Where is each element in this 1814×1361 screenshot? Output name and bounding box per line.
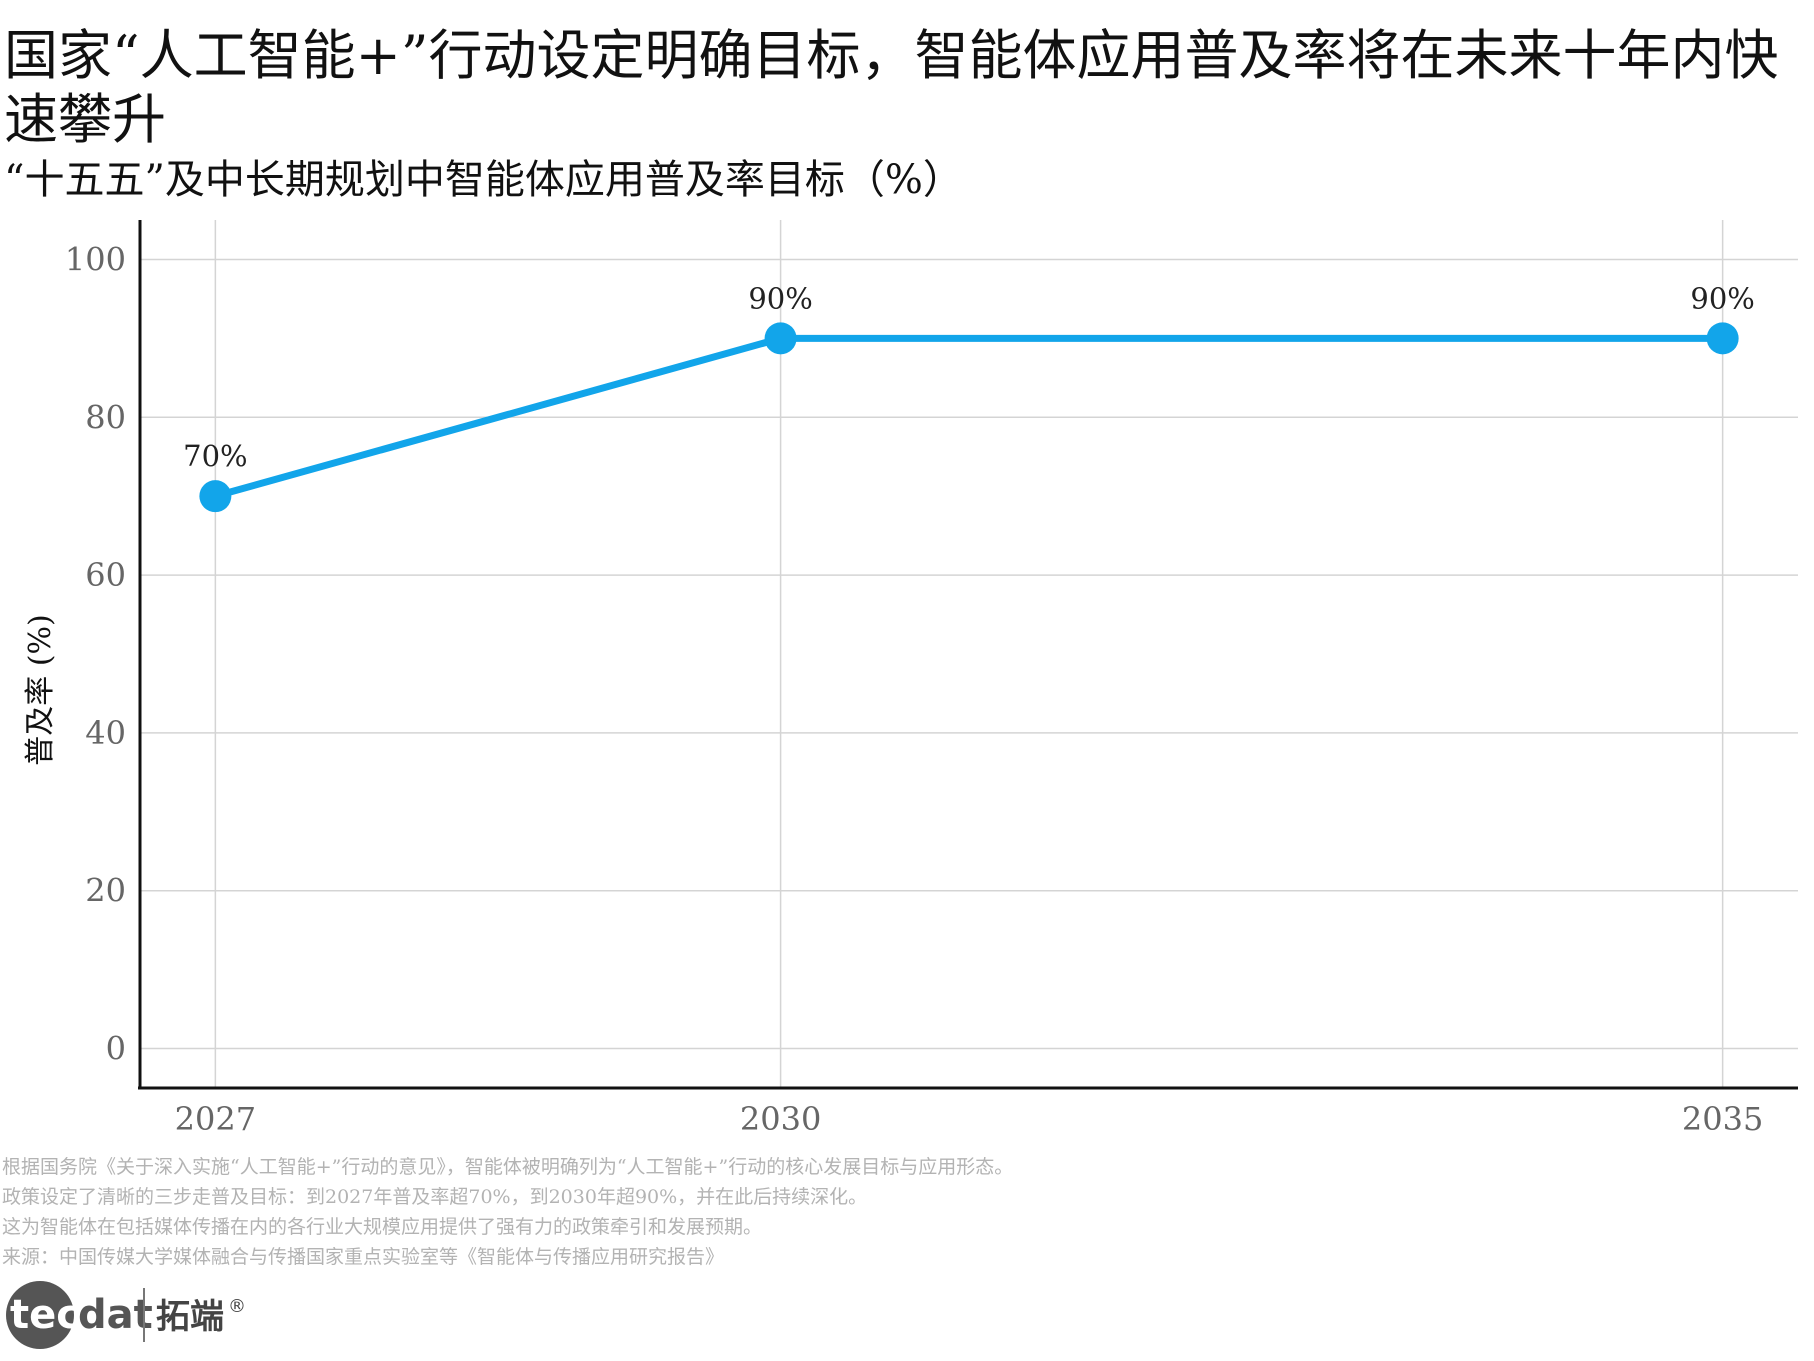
- data-label: 90%: [748, 281, 812, 315]
- grid-layer: [140, 220, 1798, 1088]
- y-tick-label: 80: [85, 398, 126, 436]
- source-note: 来源：中国传媒大学媒体融合与传播国家重点实验室等《智能体与传播应用研究报告》: [2, 1246, 725, 1268]
- data-label: 70%: [183, 439, 247, 473]
- axis-layer: [138, 220, 1798, 1090]
- y-tick-label: 20: [85, 872, 126, 910]
- footnote-line: 根据国务院《关于深入实施“人工智能+”行动的意见》，智能体被明确列为“人工智能+…: [2, 1156, 1014, 1178]
- data-point: [199, 480, 232, 513]
- chart-title: 国家“人工智能+”行动设定明确目标，智能体应用普及率将在未来十年内快速攀升: [4, 24, 1779, 151]
- data-point: [1706, 322, 1739, 355]
- logo-text-cn: 拓端: [156, 1297, 224, 1337]
- y-tick-label: 100: [65, 240, 126, 278]
- tick-labels: 0 20 40 60 80 100 2027 2030 2035: [65, 240, 1763, 1138]
- tecdat-logo: tec dat 拓端 ®: [6, 1281, 246, 1349]
- logo-text-en-part1: tec: [10, 1292, 80, 1338]
- x-tick-label: 2027: [175, 1100, 256, 1138]
- logo-registered: ®: [228, 1296, 246, 1317]
- y-tick-label: 0: [106, 1030, 126, 1068]
- series-layer: [199, 322, 1739, 513]
- line-chart: 0 20 40 60 80 100 2027 2030 2035 70% 90% 90% 普及率 (…: [23, 220, 1798, 1138]
- footnote-line: 这为智能体在包括媒体传播在内的各行业大规模应用提供了强有力的政策牵引和发展预期。: [2, 1216, 763, 1238]
- logo-circle: [6, 1281, 74, 1349]
- data-label: 90%: [1690, 281, 1754, 315]
- x-tick-label: 2030: [740, 1100, 821, 1138]
- data-point: [764, 322, 797, 355]
- logo-text-en-part2: dat: [78, 1292, 153, 1338]
- footnote-line: 政策设定了清晰的三步走普及目标：到2027年普及率超70%，到2030年超90%…: [2, 1186, 868, 1208]
- y-tick-label: 40: [85, 714, 126, 752]
- footnotes: 根据国务院《关于深入实施“人工智能+”行动的意见》，智能体被明确列为“人工智能+…: [2, 1152, 1013, 1272]
- x-tick-label: 2035: [1682, 1100, 1763, 1138]
- y-tick-label: 60: [85, 556, 126, 594]
- chart-subtitle: “十五五”及中长期规划中智能体应用普及率目标（%）: [4, 157, 963, 203]
- y-axis-label: 普及率 (%): [23, 614, 58, 765]
- data-labels: 70% 90% 90%: [183, 281, 1755, 473]
